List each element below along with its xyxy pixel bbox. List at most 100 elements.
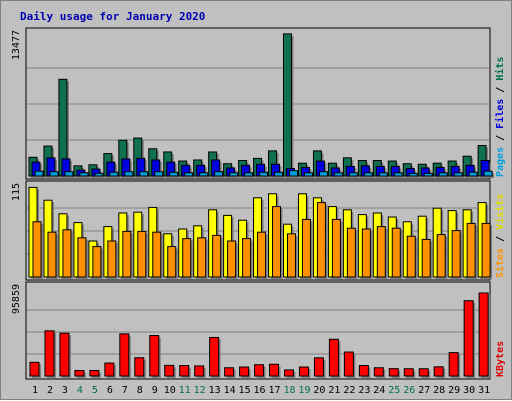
bar-pages-day-10 [169,171,179,177]
day-label-17: 17 [268,385,280,396]
bar-shadow [411,175,420,178]
bar-sites-day-24 [376,226,386,278]
day-label-8: 8 [137,385,143,396]
bar-pages-day-25 [393,172,403,177]
bar-pages-day-12 [199,172,209,177]
day-label-22: 22 [343,385,355,396]
day-label-3: 3 [62,385,68,396]
day-label-5: 5 [92,385,98,396]
bar-sites-day-26 [406,235,416,278]
panel-frame [25,281,491,380]
bar-sites-day-27 [421,238,431,278]
bar-sites-day-18 [286,233,296,278]
day-label-7: 7 [122,385,128,396]
bar-pages-day-9 [154,171,164,177]
legend-item-0: KBytes [495,341,506,377]
legend-item-4: Hits [494,57,506,81]
bar-sites-day-21 [331,218,341,278]
bar-pages-day-28 [438,172,448,177]
day-axis-labels: 1 2 3 4 5 6 7 8 9 10 11 12 13 14 15 16 17 18 19 20 21 22 23 24 2… [32,385,490,396]
bars [29,292,491,378]
bar-kbytes-day-9 [149,335,160,377]
bar-sites-day-13 [212,234,222,278]
bar-kbytes-day-18 [283,369,294,377]
legend-item-2: Files [494,99,506,129]
day-label-10: 10 [164,385,176,396]
bar-kbytes-day-5 [89,369,100,377]
day-label-31: 31 [478,385,490,396]
bar-sites-day-28 [436,234,446,278]
bar-sites-day-6 [107,240,117,278]
day-label-1: 1 [32,385,38,396]
day-label-16: 16 [254,385,266,396]
legend-item-1: / [495,230,506,248]
bar-pages-day-14 [229,172,239,177]
bar-sites-day-16 [257,231,267,278]
bar-pages-day-18 [288,170,298,177]
day-label-26: 26 [403,385,415,396]
bar-sites-day-10 [167,246,177,278]
bar-shadow [426,175,435,178]
legend-item-2: Visits [494,194,506,230]
bar-kbytes-day-2 [44,330,55,377]
bar-kbytes-day-1 [29,361,40,377]
bar-pages-day-26 [408,172,418,177]
bar-pages-day-30 [468,171,478,177]
panel-kbytes: 95859 KBytes [11,281,506,380]
bar-kbytes-day-16 [254,364,265,377]
day-label-30: 30 [463,385,475,396]
day-label-6: 6 [107,385,113,396]
bar-kbytes-day-21 [328,338,339,377]
bar-sites-day-25 [391,227,401,278]
day-label-9: 9 [152,385,158,396]
day-label-27: 27 [418,385,430,396]
bar-pages-day-19 [303,172,313,177]
bar-shadow [96,175,105,178]
bar-sites-day-19 [301,218,311,278]
bar-sites-day-15 [242,238,252,278]
bar-kbytes-day-10 [164,364,175,377]
bar-kbytes-day-22 [343,351,354,377]
legend-item-0: Sites [494,248,506,278]
legend-item-0: Pages [495,147,506,177]
bar-pages-day-4 [79,172,89,177]
bar-kbytes-day-3 [59,332,70,377]
bar-pages-day-31 [483,170,493,177]
bar-kbytes-day-26 [403,368,414,377]
day-label-28: 28 [433,385,445,396]
axis-max-label: 95859 [11,284,22,314]
bar-kbytes-day-15 [239,366,250,377]
day-label-20: 20 [313,385,325,396]
bar-kbytes-day-17 [269,363,280,377]
axis-max-label: 115 [11,183,22,201]
bar-pages-day-13 [214,171,224,177]
bar-kbytes-day-30 [463,300,474,377]
panel-visits-sites: 115 Sites / Visits [11,180,506,281]
bar-pages-day-11 [184,172,194,177]
day-label-29: 29 [448,385,460,396]
bars [28,33,495,178]
legend-item-1: / [495,129,506,147]
bar-pages-day-16 [259,171,269,177]
bar-pages-day-6 [109,171,119,177]
bar-sites-day-29 [451,230,461,278]
bar-pages-day-17 [274,171,284,177]
bar-sites-day-11 [182,238,192,278]
day-label-19: 19 [298,385,310,396]
bar-kbytes-day-11 [179,365,190,377]
panel-legend: Pages / Files / Hits [494,57,506,177]
bar-pages-day-27 [423,172,433,177]
bar-pages-day-24 [378,172,388,177]
bar-kbytes-day-20 [313,357,324,377]
day-label-24: 24 [373,385,385,396]
bar-kbytes-day-24 [373,367,384,377]
day-label-13: 13 [209,385,221,396]
bar-kbytes-day-14 [224,367,235,377]
bar-pages-day-2 [49,171,59,177]
bar-pages-day-21 [333,172,343,177]
bar-pages-day-7 [124,171,134,177]
bar-sites-day-20 [316,202,326,278]
bar-kbytes-day-19 [298,366,309,377]
bar-pages-day-3 [64,171,74,177]
